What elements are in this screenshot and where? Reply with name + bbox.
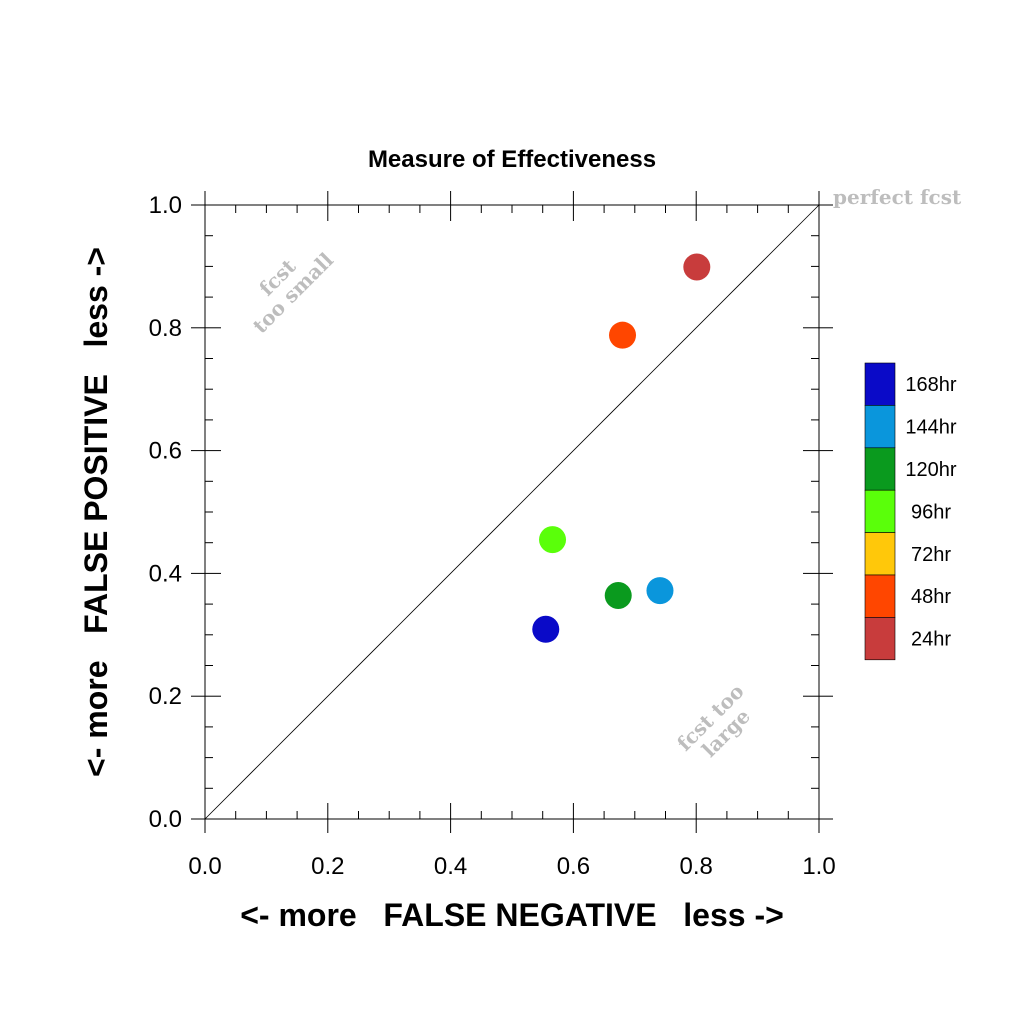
too-small-annotation-line2: too small (248, 248, 338, 338)
too-large-annotation: fcst too large (672, 679, 755, 762)
perfect-forecast-annotation: perfect fcst (833, 185, 962, 209)
x-tick-label: 0.4 (434, 853, 467, 880)
y-tick-label: 0.2 (149, 683, 182, 710)
perfect-forecast-diagonal (204, 204, 820, 820)
data-points (532, 253, 711, 643)
x-axis-title: <- more FALSE NEGATIVE less -> (240, 897, 784, 933)
y-tick-label: 0.4 (149, 560, 182, 587)
chart-title: Measure of Effectiveness (368, 146, 656, 173)
legend-label-120hr: 120hr (905, 459, 956, 481)
x-tick-label: 0.6 (557, 853, 590, 880)
legend-swatch-144hr (864, 405, 896, 449)
x-tick-label: 0.0 (188, 853, 221, 880)
y-tick-label: 0.0 (149, 806, 182, 833)
legend-label-48hr: 48hr (911, 586, 951, 608)
legend-label-96hr: 96hr (911, 501, 951, 523)
legend-label-144hr: 144hr (905, 417, 956, 439)
data-point-168hr (532, 615, 560, 643)
data-point-144hr (646, 577, 674, 605)
legend-swatch-72hr (864, 532, 896, 576)
legend-swatch-96hr (864, 489, 896, 533)
too-small-annotation: fcst too small (248, 248, 338, 338)
x-tick-label: 0.8 (680, 853, 713, 880)
data-point-48hr (609, 321, 637, 349)
data-point-96hr (539, 526, 567, 554)
legend-label-72hr: 72hr (911, 544, 951, 566)
axis-ticks (191, 191, 833, 833)
y-axis-title: <- more FALSE POSITIVE less -> (78, 247, 114, 777)
y-tick-label: 0.8 (149, 315, 182, 342)
x-tick-label: 0.2 (311, 853, 344, 880)
legend-label-168hr: 168hr (905, 374, 956, 396)
legend-swatch-48hr (864, 574, 896, 618)
y-tick-label: 1.0 (149, 192, 182, 219)
data-point-120hr (604, 582, 632, 610)
y-tick-label: 0.6 (149, 438, 182, 465)
axis-tick-labels: 0.0 0.2 0.4 0.6 0.8 1.0 0.0 0.2 0.4 0.6 0.8 1.0 (149, 192, 836, 880)
legend-label-24hr: 24hr (911, 629, 951, 651)
legend-swatch-24hr (864, 617, 896, 661)
legend: 168hr 144hr 120hr 96hr 72hr 48hr 24hr (864, 362, 957, 661)
legend-swatch-120hr (864, 447, 896, 491)
data-point-24hr (683, 253, 711, 281)
legend-swatch-168hr (864, 362, 896, 406)
x-tick-label: 1.0 (802, 853, 835, 880)
